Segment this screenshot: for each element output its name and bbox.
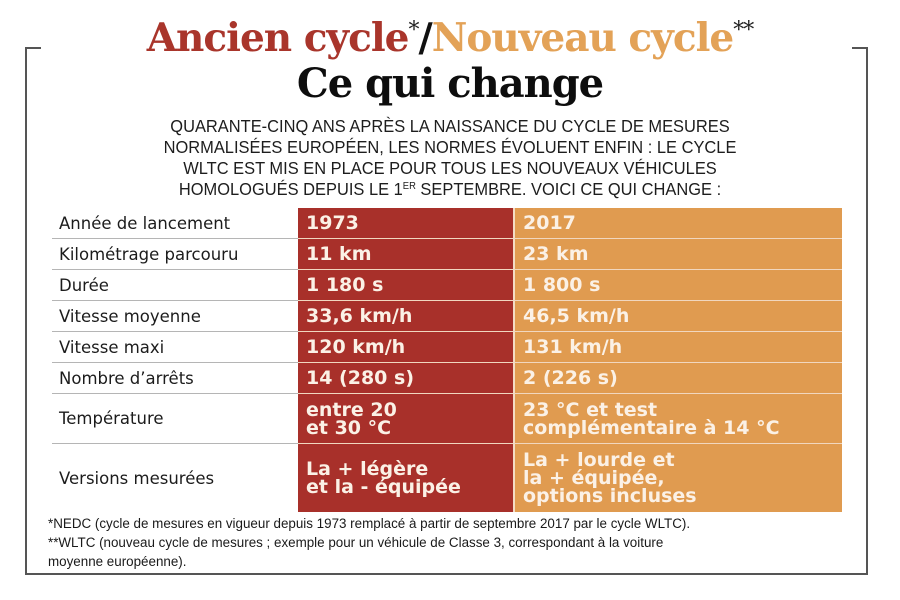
value-line: 1 180 s xyxy=(306,274,384,296)
intro-line-part: SEPTEMBRE. VOICI CE QUI CHANGE : xyxy=(415,179,722,199)
old-cycle-value: 1 180 s xyxy=(298,270,513,301)
row-label: Kilométrage parcouru xyxy=(52,239,298,270)
old-cycle-value: entre 20 et 30 °C xyxy=(298,394,513,444)
value-line: 120 km/h xyxy=(306,336,406,358)
title-old-footnote-mark: * xyxy=(408,18,419,43)
footnotes: *NEDC (cycle de mesures en vigueur depui… xyxy=(48,514,858,571)
value-line: 23 km xyxy=(523,243,589,265)
new-cycle-value: La + lourde et la + équipée, options inc… xyxy=(513,444,842,512)
old-cycle-value: La + légère et la - équipée xyxy=(298,444,513,512)
intro-line: QUARANTE-CINQ ANS APRÈS LA NAISSANCE DU … xyxy=(170,116,730,136)
title-new-cycle: Nouveau cycle xyxy=(431,15,734,61)
value-line: et la - équipée xyxy=(306,476,461,498)
value-line: 14 (280 s) xyxy=(306,367,415,389)
title-old-cycle: Ancien cycle xyxy=(146,15,410,61)
title-new-footnote-mark: ** xyxy=(733,18,754,43)
value-line: 33,6 km/h xyxy=(306,305,413,327)
old-cycle-value: 14 (280 s) xyxy=(298,363,513,394)
value-line: 1 800 s xyxy=(523,274,601,296)
row-label: Année de lancement xyxy=(52,208,298,239)
table-row: Vitesse moyenne 33,6 km/h 46,5 km/h xyxy=(52,301,842,332)
comparison-table: Année de lancement 1973 2017 Kilométrage… xyxy=(52,208,842,512)
old-cycle-value: 1973 xyxy=(298,208,513,239)
title-separator: / xyxy=(418,15,432,61)
value-line: 23 °C et test xyxy=(523,398,658,421)
intro-line-part: HOMOLOGUÉS DEPUIS LE 1 xyxy=(178,179,403,199)
intro-line: NORMALISÉES EUROPÉEN, LES NORMES ÉVOLUEN… xyxy=(163,137,737,157)
ordinal-superscript: ER xyxy=(402,181,416,192)
new-cycle-value: 23 km xyxy=(513,239,842,270)
row-label: Vitesse moyenne xyxy=(52,301,298,332)
intro-line: WLTC EST MIS EN PLACE POUR TOUS LES NOUV… xyxy=(183,158,717,178)
value-line: 11 km xyxy=(306,243,372,265)
new-cycle-value: 2017 xyxy=(513,208,842,239)
table-row: Nombre d’arrêts 14 (280 s) 2 (226 s) xyxy=(52,363,842,394)
value-line: la + équipée, xyxy=(523,467,665,489)
table-row: Versions mesurées La + légère et la - éq… xyxy=(52,444,842,512)
old-cycle-value: 33,6 km/h xyxy=(298,301,513,332)
frame-corner-right xyxy=(852,47,868,49)
value-line: 2017 xyxy=(523,212,576,234)
old-cycle-value: 120 km/h xyxy=(298,332,513,363)
value-line: La + légère xyxy=(306,458,429,480)
footnote-wltc-continued: moyenne européenne). xyxy=(48,554,187,569)
content-frame xyxy=(25,47,868,575)
value-line: 1973 xyxy=(306,212,359,234)
footnote-nedc: *NEDC (cycle de mesures en vigueur depui… xyxy=(48,516,691,531)
value-line: 46,5 km/h xyxy=(523,305,630,327)
intro-line: HOMOLOGUÉS DEPUIS LE 1ER SEPTEMBRE. VOIC… xyxy=(83,179,816,200)
value-line: entre 20 xyxy=(306,398,397,421)
row-label: Vitesse maxi xyxy=(52,332,298,363)
page-title: Ancien cycle*/Nouveau cycle** xyxy=(0,14,900,62)
table-row: Durée 1 180 s 1 800 s xyxy=(52,270,842,301)
row-label: Nombre d’arrêts xyxy=(52,363,298,394)
footnote-wltc: **WLTC (nouveau cycle de mesures ; exemp… xyxy=(48,535,664,550)
new-cycle-value: 131 km/h xyxy=(513,332,842,363)
frame-corner-left xyxy=(25,47,41,49)
new-cycle-value: 46,5 km/h xyxy=(513,301,842,332)
value-line: 2 (226 s) xyxy=(523,367,618,389)
new-cycle-value: 2 (226 s) xyxy=(513,363,842,394)
table-row: Année de lancement 1973 2017 xyxy=(52,208,842,239)
table-row: Kilométrage parcouru 11 km 23 km xyxy=(52,239,842,270)
table-row: Température entre 20 et 30 °C 23 °C et t… xyxy=(52,394,842,444)
row-label: Versions mesurées xyxy=(59,468,215,488)
value-line: complémentaire à 14 °C xyxy=(523,416,780,439)
row-label: Durée xyxy=(52,270,298,301)
old-cycle-value: 11 km xyxy=(298,239,513,270)
new-cycle-value: 1 800 s xyxy=(513,270,842,301)
table-row: Vitesse maxi 120 km/h 131 km/h xyxy=(52,332,842,363)
new-cycle-value: 23 °C et test complémentaire à 14 °C xyxy=(513,394,842,444)
row-label: Température xyxy=(52,394,298,444)
value-line: 131 km/h xyxy=(523,336,623,358)
page-subtitle: Ce qui change xyxy=(296,60,604,107)
value-line: options incluses xyxy=(523,485,697,507)
value-line: La + lourde et xyxy=(523,449,675,471)
value-line: et 30 °C xyxy=(306,416,392,439)
intro-paragraph: QUARANTE-CINQ ANS APRÈS LA NAISSANCE DU … xyxy=(83,116,816,200)
